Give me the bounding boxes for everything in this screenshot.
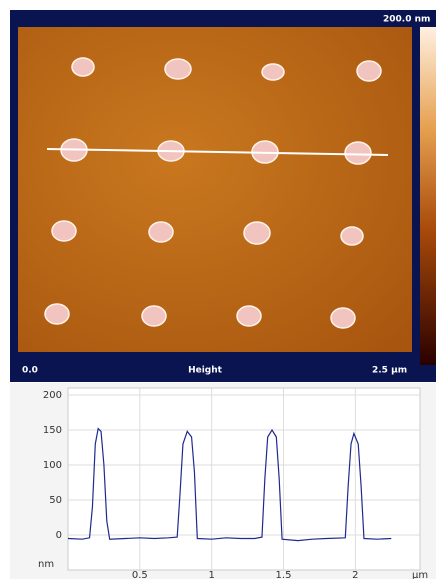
y-tick-label: 150 [43,425,62,436]
plot-area [67,387,421,571]
scan-size: 2.5 µm [372,366,407,376]
color-bar [420,27,436,365]
y-tick-label: 50 [49,495,62,506]
y-tick-label: 100 [43,460,62,471]
x-tick-label: 1.5 [276,570,292,579]
scale-max: 200.0 nm [383,15,430,25]
profile-line [67,427,392,542]
y-tick-label: 0 [56,530,62,541]
origin-label: 0.0 [22,366,38,376]
x-tick-label: 2 [352,570,358,579]
x-tick-label: 1 [208,570,214,579]
y-unit: nm [38,559,54,570]
afm-image [18,27,412,352]
x-tick-label: 0.5 [132,570,148,579]
profile-line [46,148,389,156]
y-tick-label: 200 [43,390,62,401]
channel-label: Height [188,366,223,376]
x-unit: µm [412,570,428,579]
